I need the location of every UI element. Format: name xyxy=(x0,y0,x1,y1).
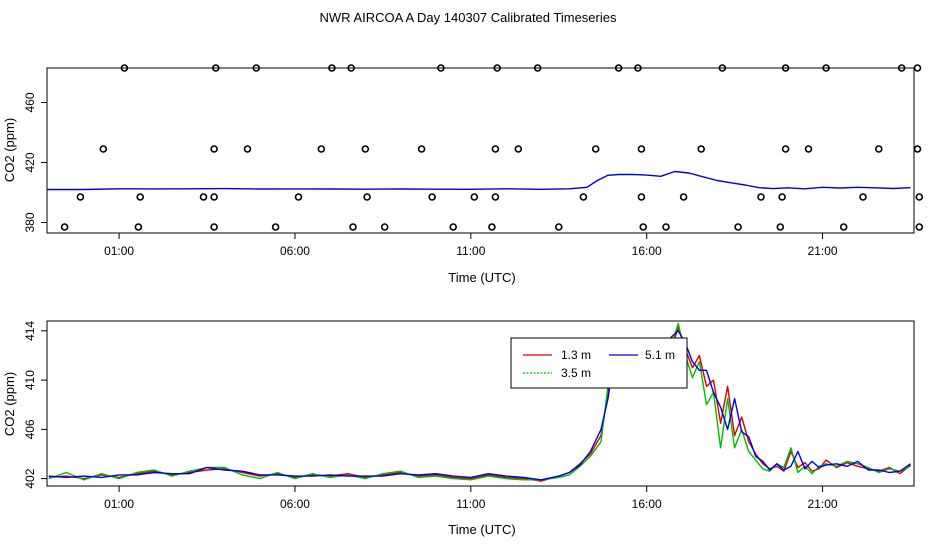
bottom-axes: 01:00 06:00 11:00 16:00 21:00 402 406 410 414 xyxy=(23,321,838,511)
calibration-point xyxy=(554,223,563,231)
bottom-series-line-1-3-m xyxy=(48,326,911,482)
top-y-tick-label: 420 xyxy=(23,152,37,172)
calibration-point xyxy=(776,223,785,231)
bottom-panel: 01:00 06:00 11:00 16:00 21:00 402 406 410 414 Ti… xyxy=(2,320,915,537)
top-y-axis-label: CO2 (ppm) xyxy=(2,118,17,182)
legend: 1.3 m 3.5 m 5.1 m xyxy=(510,337,688,389)
calibration-point xyxy=(579,193,588,201)
bottom-x-axis-label: Time (UTC) xyxy=(448,522,515,537)
calibration-point xyxy=(317,145,326,153)
bottom-series-line-3-5-m xyxy=(48,322,911,481)
calibration-point xyxy=(470,193,479,201)
calibration-point xyxy=(915,193,924,201)
calibration-point xyxy=(697,145,706,153)
top-x-tick-label: 06:00 xyxy=(280,244,310,258)
top-x-axis-label: Time (UTC) xyxy=(448,270,515,285)
calibration-point xyxy=(210,223,218,231)
calibration-point xyxy=(349,223,357,231)
top-panel: 01:00 06:00 11:00 16:00 21:00 380 420 460 Time … xyxy=(2,64,924,285)
calibration-point xyxy=(839,223,848,231)
bottom-panel-marks xyxy=(48,322,911,482)
calibration-point xyxy=(757,193,765,201)
bottom-y-tick-label: 410 xyxy=(23,370,37,390)
top-axes: 01:00 06:00 11:00 16:00 21:00 380 420 460 xyxy=(23,92,838,258)
calibration-point xyxy=(491,145,500,153)
top-series-line-series-0 xyxy=(47,170,911,191)
calibration-point xyxy=(449,223,458,231)
calibration-point xyxy=(591,145,600,153)
calibration-point xyxy=(679,193,688,201)
calibration-point xyxy=(637,193,646,201)
calibration-point xyxy=(913,64,922,72)
calibration-point xyxy=(294,193,303,201)
calibration-point xyxy=(514,145,523,153)
top-x-tick-label: 01:00 xyxy=(104,244,134,258)
calibration-point xyxy=(99,145,108,153)
calibration-point xyxy=(428,193,436,201)
calibration-point xyxy=(76,193,85,201)
bottom-y-axis-label: CO2 (ppm) xyxy=(2,372,17,436)
calibration-point xyxy=(199,193,208,201)
calibration-point xyxy=(210,145,218,153)
calibration-point xyxy=(134,223,143,231)
legend-label-5-1m: 5.1 m xyxy=(645,348,675,362)
calibration-point xyxy=(874,145,883,153)
bottom-x-tick-label: 06:00 xyxy=(280,497,310,511)
bottom-x-tick-label: 01:00 xyxy=(104,497,134,511)
top-x-tick-label: 11:00 xyxy=(456,244,485,258)
calibration-point xyxy=(136,193,144,201)
calibration-point xyxy=(734,223,742,231)
calibration-point xyxy=(243,145,252,153)
figure-title: NWR AIRCOA A Day 140307 Calibrated Times… xyxy=(320,10,617,25)
bottom-y-tick-label: 402 xyxy=(23,468,37,488)
calibration-point xyxy=(417,145,426,153)
legend-box xyxy=(510,337,688,389)
calibration-point xyxy=(380,223,389,231)
legend-label-1-3m: 1.3 m xyxy=(561,348,591,362)
calibration-point xyxy=(637,145,646,153)
bottom-x-tick-label: 16:00 xyxy=(632,497,662,511)
top-plot-frame xyxy=(46,67,915,234)
top-x-tick-label: 16:00 xyxy=(632,244,662,258)
calibration-point xyxy=(915,223,924,231)
calibration-point xyxy=(60,223,69,231)
calibration-point xyxy=(804,145,813,153)
legend-label-3-5m: 3.5 m xyxy=(561,366,591,380)
calibration-point xyxy=(363,193,371,201)
top-panel-marks xyxy=(47,64,924,231)
calibration-point xyxy=(781,145,790,153)
top-y-tick-label: 380 xyxy=(23,212,37,232)
calibration-point xyxy=(639,223,648,231)
calibration-point xyxy=(913,145,922,153)
calibration-point xyxy=(210,193,218,201)
bottom-plot-frame xyxy=(46,320,915,487)
top-x-tick-label: 21:00 xyxy=(808,244,838,258)
calibration-point xyxy=(488,223,496,231)
calibration-point xyxy=(778,193,786,201)
bottom-x-tick-label: 11:00 xyxy=(456,497,485,511)
bottom-y-tick-label: 406 xyxy=(23,419,37,439)
calibration-point xyxy=(491,193,500,201)
top-y-tick-label: 460 xyxy=(23,92,37,112)
calibration-point xyxy=(859,193,867,201)
bottom-x-tick-label: 21:00 xyxy=(808,497,838,511)
bottom-y-tick-label: 414 xyxy=(23,321,37,341)
bottom-series-line-5-1-m xyxy=(48,330,911,481)
calibration-point xyxy=(271,223,280,231)
calibration-point xyxy=(662,223,670,231)
calibration-point xyxy=(361,145,370,153)
